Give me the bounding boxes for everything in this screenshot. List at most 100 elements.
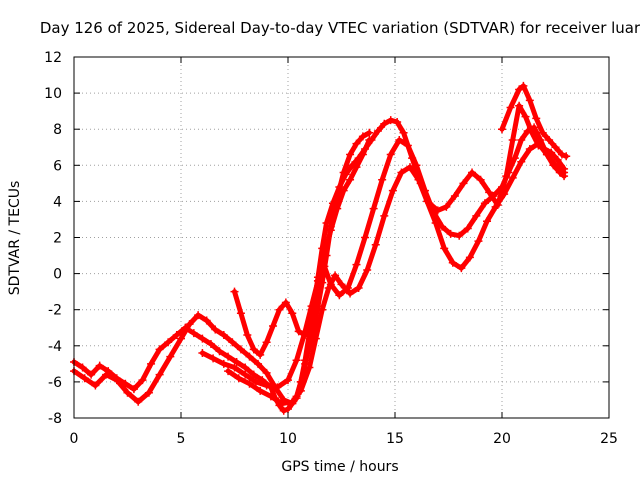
series-line: [232, 137, 372, 358]
data-point: [209, 354, 218, 363]
data-point: [498, 125, 506, 134]
data-point: [95, 361, 104, 370]
data-point: [397, 168, 406, 177]
data-point: [455, 231, 464, 240]
data-point: [236, 309, 245, 318]
data-point: [305, 363, 314, 372]
data-point: [189, 329, 198, 338]
data-point: [123, 388, 132, 397]
data-point: [506, 103, 515, 112]
data-point: [230, 287, 239, 296]
data-point: [288, 309, 297, 318]
series-5: [230, 136, 374, 359]
data-point: [273, 383, 282, 392]
data-point: [354, 284, 363, 293]
data-point: [269, 321, 278, 330]
data-point: [446, 229, 455, 238]
data-point: [358, 132, 367, 141]
data-point: [241, 370, 250, 379]
data-point: [483, 217, 492, 226]
data-point: [337, 280, 346, 289]
data-point: [206, 339, 215, 348]
series-2: [70, 101, 569, 408]
data-point: [560, 168, 569, 177]
data-point: [129, 385, 138, 394]
data-point: [373, 127, 382, 136]
data-point: [164, 338, 173, 347]
series-6: [498, 81, 571, 161]
data-point: [474, 237, 483, 246]
data-point: [346, 150, 355, 159]
data-point: [403, 141, 412, 150]
x-tick-label: 5: [177, 431, 186, 447]
data-point: [352, 260, 361, 269]
data-point: [562, 152, 571, 161]
data-point: [498, 182, 506, 191]
data-point: [147, 359, 156, 368]
data-point: [341, 170, 350, 179]
data-point: [281, 298, 290, 307]
data-point: [538, 128, 547, 137]
data-point: [519, 81, 528, 90]
x-tick-label: 10: [279, 431, 297, 447]
ticks: 0 5 10 15 20 25 -8 -6 -4 -2 0 2 4 6 8 10 12: [44, 50, 618, 447]
data-point: [177, 334, 185, 343]
data-point: [326, 226, 335, 235]
data-point: [380, 211, 389, 220]
data-point: [393, 117, 402, 126]
data-point: [198, 349, 207, 358]
data-point: [352, 139, 361, 148]
data-point: [352, 163, 361, 172]
data-point: [284, 404, 292, 413]
y-tick-label: 8: [53, 122, 62, 138]
data-point: [301, 330, 310, 339]
data-point: [301, 356, 310, 365]
y-tick-label: -4: [48, 339, 62, 355]
data-point: [525, 145, 534, 154]
data-point: [412, 161, 421, 170]
data-point: [405, 163, 414, 172]
data-point: [241, 363, 250, 372]
data-point: [144, 388, 153, 397]
series-line: [225, 141, 567, 407]
data-point: [172, 330, 181, 339]
x-tick-label: 25: [600, 431, 618, 447]
data-point: [134, 397, 143, 406]
y-tick-label: -2: [48, 303, 62, 319]
data-point: [523, 127, 532, 136]
data-point: [386, 150, 395, 159]
data-point: [333, 204, 342, 213]
data-point: [423, 197, 432, 206]
data-point: [395, 136, 404, 145]
x-axis-label: GPS time / hours: [281, 459, 398, 475]
x-tick-label: 20: [493, 431, 511, 447]
data-point: [485, 188, 494, 197]
data-point: [335, 182, 344, 191]
data-point: [369, 204, 378, 213]
series-layer: [70, 81, 571, 415]
y-tick-label: -8: [48, 411, 62, 427]
data-point: [532, 114, 541, 123]
data-point: [78, 363, 87, 372]
data-point: [194, 311, 203, 320]
data-point: [266, 392, 275, 401]
series-line: [199, 124, 567, 390]
x-tick-label: 15: [386, 431, 404, 447]
data-point: [224, 367, 233, 376]
data-point: [500, 190, 509, 199]
data-point: [517, 157, 526, 166]
data-point: [431, 219, 440, 228]
data-point: [219, 330, 228, 339]
data-point: [551, 143, 560, 152]
data-point: [288, 397, 297, 406]
data-point: [515, 101, 524, 110]
data-point: [442, 202, 451, 211]
data-point: [80, 374, 89, 383]
data-point: [508, 136, 517, 145]
data-point: [262, 381, 271, 390]
data-point: [215, 347, 224, 356]
data-point: [277, 399, 286, 408]
data-point: [232, 358, 241, 367]
data-point: [358, 150, 367, 159]
